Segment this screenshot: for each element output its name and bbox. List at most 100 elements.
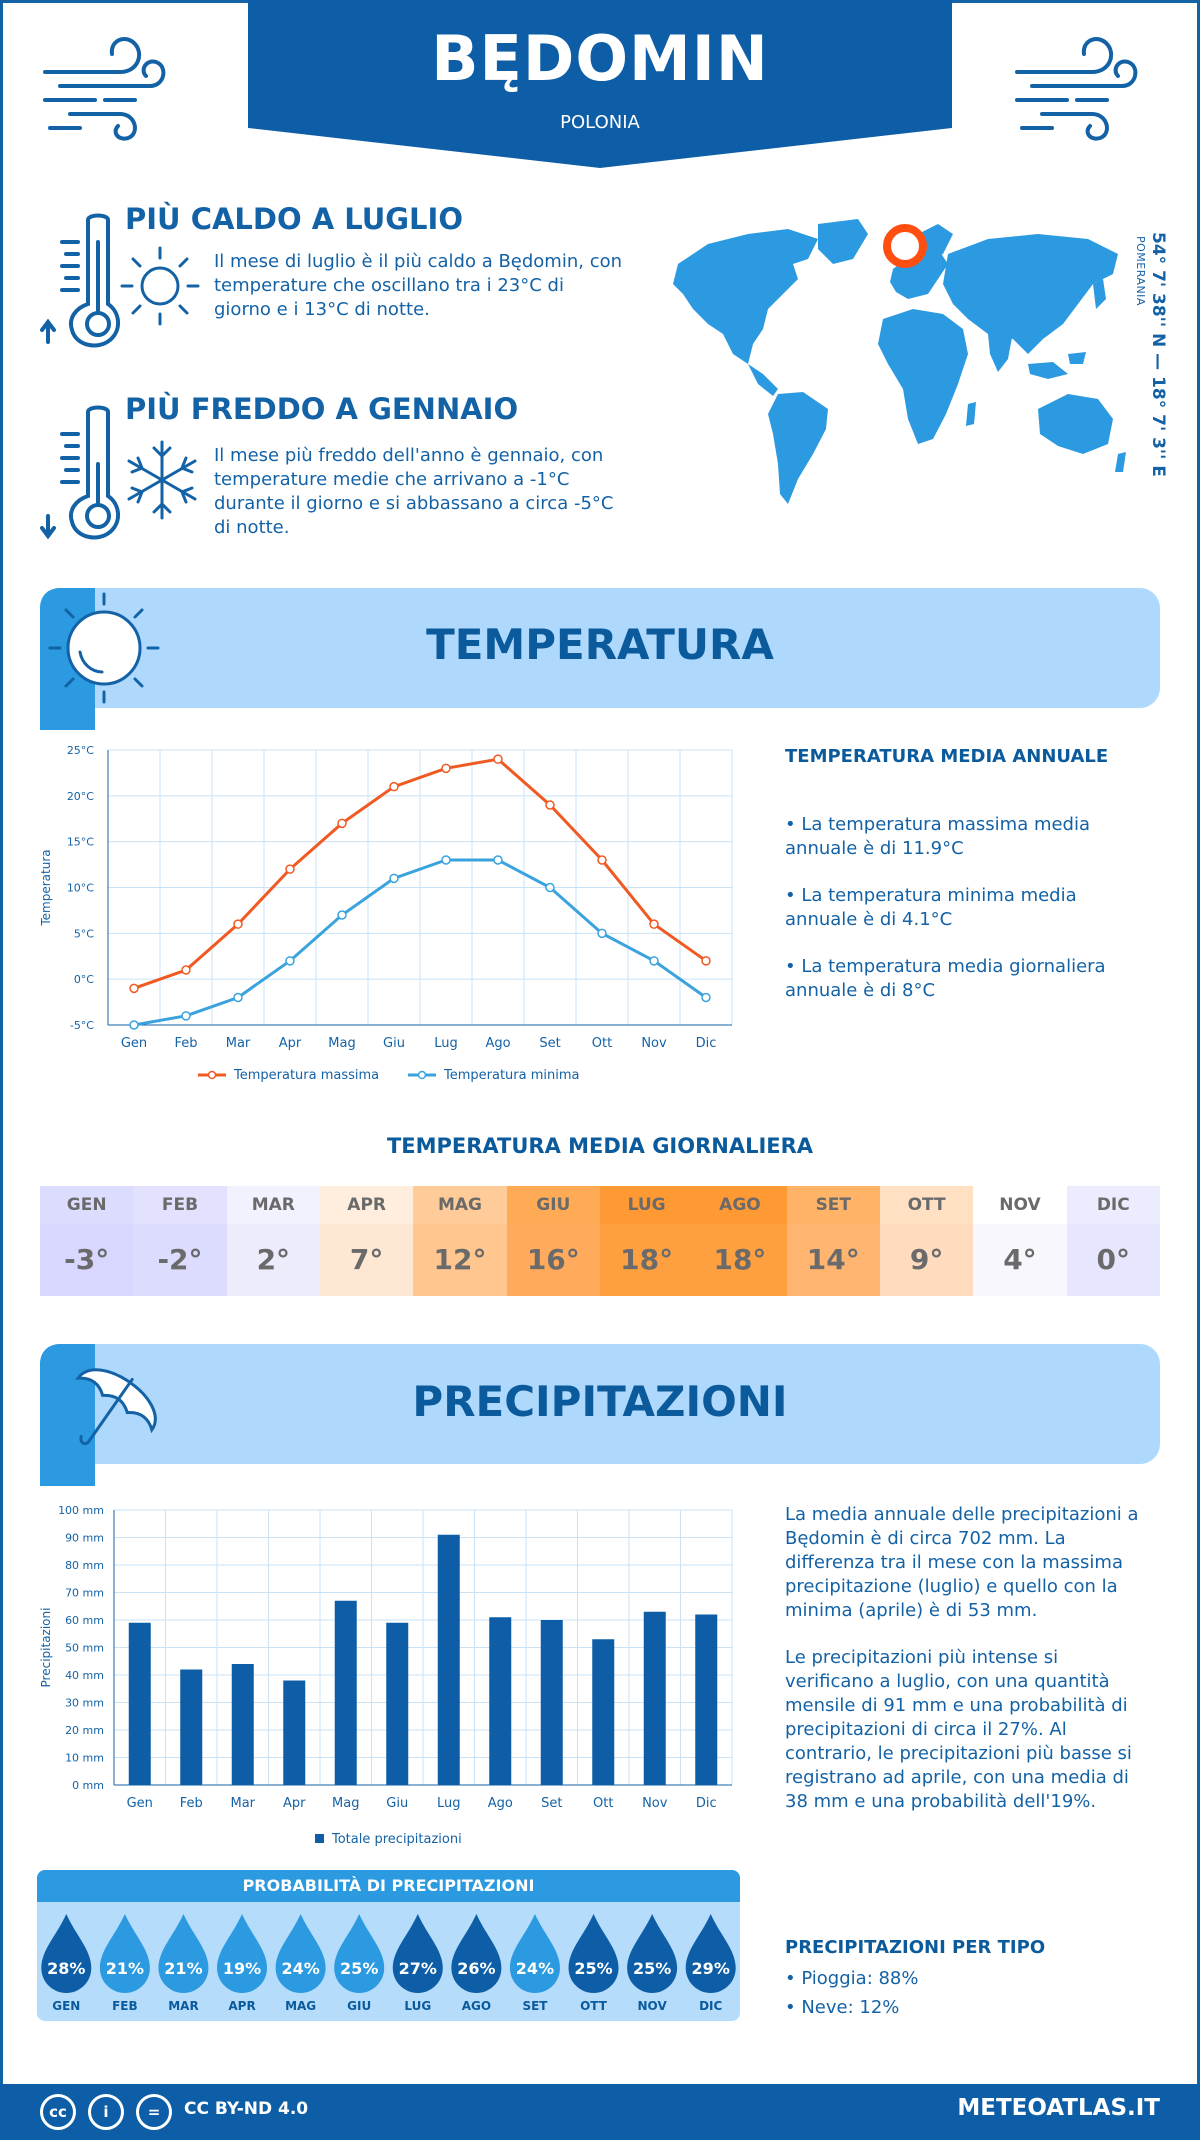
coldest-text: Il mese più freddo dell'anno è gennaio, … (214, 445, 614, 538)
daily-month: DIC (1066, 1186, 1160, 1224)
y-tick-label: 80 mm (65, 1559, 104, 1572)
data-point (493, 754, 503, 764)
x-tick-label: Giu (383, 1036, 405, 1051)
x-tick-label: Mag (328, 1036, 355, 1051)
data-point (701, 956, 711, 966)
x-tick-label: Mar (226, 1036, 251, 1051)
probability-month: AGO (462, 1999, 491, 2013)
daily-value: -3° (40, 1224, 134, 1296)
rain-drop-icon (509, 1914, 560, 1994)
coordinates: 54° 7' 38'' N — 18° 7' 3'' E (1148, 232, 1168, 477)
x-tick-label: Mar (230, 1796, 255, 1811)
precip-bar (695, 1614, 718, 1785)
precipitation-chart: 0 mm 10 mm 20 mm 30 mm 40 mm 50 mm 60 mm 70 mm 8… (39, 1504, 733, 1847)
precip-bar (437, 1534, 460, 1785)
daily-value: -2° (133, 1224, 227, 1296)
precip-summary: La media annuale delle precipitazioni a … (785, 1504, 1139, 1621)
legend-label: Totale precipitazioni (331, 1832, 462, 1847)
site-link[interactable]: METEOATLAS.IT (957, 2095, 1160, 2121)
probability-month: OTT (580, 1999, 608, 2013)
data-point (337, 818, 347, 829)
license-label[interactable]: CC BY-ND 4.0 (184, 2099, 309, 2119)
data-point (649, 919, 659, 929)
y-axis-label: Precipitazioni (39, 1608, 53, 1688)
daily-value: 7° (319, 1224, 414, 1296)
country-name: POLONIA (560, 112, 640, 133)
annual-temp-bullet-max: • La temperatura massima media annuale è… (785, 814, 1091, 859)
world-map (673, 219, 1126, 504)
daily-cell: MAG 12° (413, 1186, 507, 1296)
data-point (389, 873, 399, 884)
probability-value: 19% (223, 1959, 261, 1978)
rain-drop-icon (158, 1914, 209, 1993)
data-point (129, 983, 139, 994)
y-tick-label: 70 mm (65, 1587, 104, 1600)
y-tick-label: 50 mm (65, 1642, 104, 1655)
precip-bar (643, 1611, 666, 1785)
daily-value: 2° (226, 1224, 320, 1296)
thermometer-cold-icon (40, 405, 120, 540)
attribution-icon: i (88, 2094, 124, 2130)
temperature-chart: -5°C 0°C 5°C 10°C 15°C 20°C 25°C Gen Feb Mar Apr Ma… (39, 744, 733, 1083)
x-tick-label: Gen (121, 1036, 147, 1051)
data-point (181, 965, 191, 975)
probability-value: 25% (340, 1959, 378, 1978)
sun-icon (120, 246, 200, 326)
legend-label: Temperatura minima (443, 1068, 580, 1083)
precip-bar (540, 1620, 563, 1785)
rain-drop-icon (275, 1914, 326, 1993)
annual-temp-title: TEMPERATURA MEDIA ANNUALE (785, 746, 1109, 767)
daily-month: AGO (693, 1186, 787, 1224)
daily-month: OTT (879, 1186, 974, 1224)
probability-value: 27% (399, 1959, 437, 1978)
rain-drop-icon (685, 1914, 736, 1993)
x-tick-label: Gen (127, 1796, 153, 1811)
legend-label: Temperatura massima (233, 1068, 379, 1083)
city-name: BĘDOMIN (431, 22, 769, 95)
daily-month: FEB (133, 1186, 227, 1224)
x-tick-label: Lug (434, 1036, 458, 1051)
x-tick-label: Ago (488, 1796, 513, 1811)
rain-drop-icon (568, 1914, 619, 1993)
annual-temp-bullet-avg: • La temperatura media giornaliera annua… (785, 956, 1106, 1001)
data-point (545, 800, 555, 810)
rain-drop-icon (451, 1914, 502, 1993)
precip-bar (128, 1622, 151, 1785)
y-tick-label: 0°C (74, 973, 94, 986)
no-derivatives-icon: = (136, 2094, 172, 2130)
y-axis-label: Temperatura (39, 849, 53, 926)
daily-cell: APR 7° (319, 1186, 414, 1296)
daily-month: NOV (973, 1186, 1067, 1224)
probability-month: NOV (638, 1999, 668, 2013)
y-tick-label: 0 mm (72, 1779, 104, 1792)
daily-cell: SET 14° (786, 1186, 880, 1296)
data-point (493, 855, 503, 865)
y-tick-label: 10 mm (65, 1752, 104, 1765)
precip-bar (489, 1617, 512, 1785)
daily-cell: GEN -3° (40, 1186, 134, 1296)
hottest-title: PIÙ CALDO A LUGLIO (125, 202, 463, 236)
x-tick-label: Ago (485, 1036, 510, 1051)
probability-month: GEN (52, 1999, 80, 2013)
daily-cell: FEB -2° (133, 1186, 227, 1296)
probability-month: LUG (404, 1999, 431, 2013)
coldest-title: PIÙ FREDDO A GENNAIO (125, 392, 519, 426)
data-point (233, 992, 243, 1003)
rain-drop-icon (217, 1914, 268, 1993)
data-point (545, 882, 555, 893)
daily-temp-table: GEN -3° FEB -2° MAR 2° APR 7° MAG 12° GIU 16° … (40, 1186, 1160, 1296)
x-tick-label: Apr (279, 1036, 302, 1051)
umbrella-icon (40, 1344, 157, 1486)
probability-month: APR (228, 1999, 255, 2013)
daily-month: MAR (226, 1186, 320, 1224)
y-tick-label: 100 mm (58, 1504, 104, 1517)
x-tick-label: Dic (696, 1796, 717, 1811)
daily-cell: LUG 18° (599, 1186, 694, 1296)
y-tick-label: 20 mm (65, 1724, 104, 1737)
probability-value: 26% (457, 1959, 495, 1978)
x-tick-label: Apr (283, 1796, 306, 1811)
daily-value: 4° (973, 1224, 1067, 1296)
daily-value: 14° (786, 1224, 880, 1296)
legend-marker (207, 1070, 217, 1080)
precip-bar (386, 1622, 409, 1785)
